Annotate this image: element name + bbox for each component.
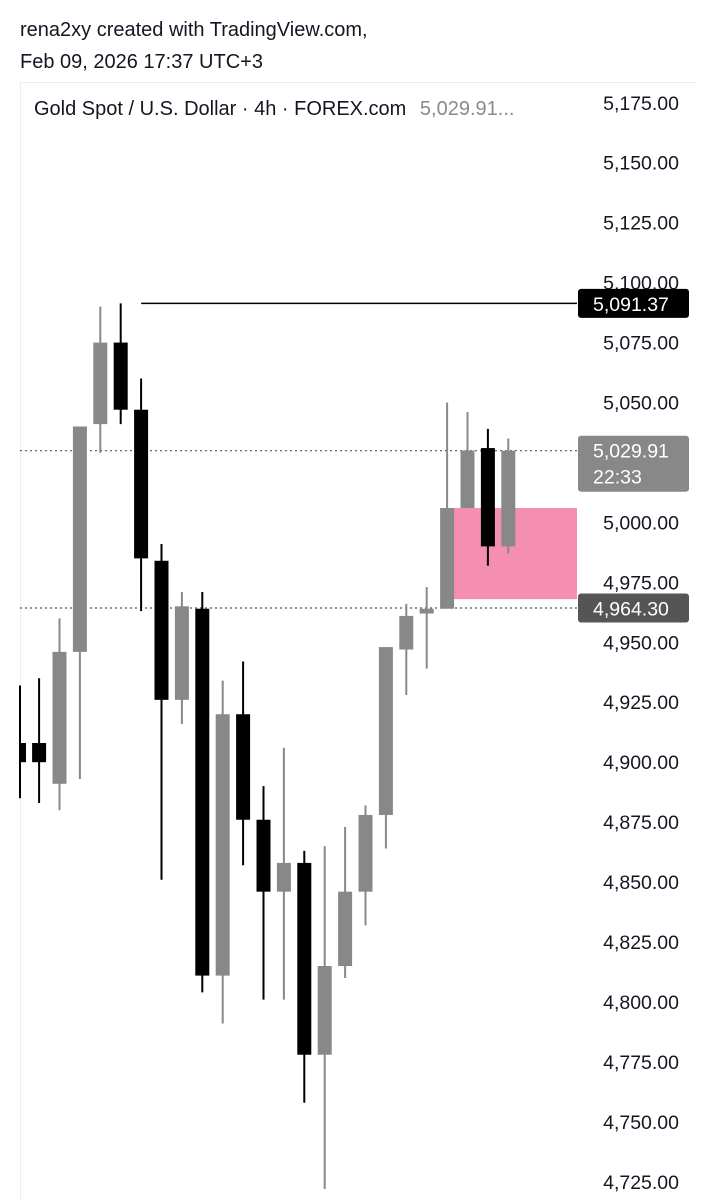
candle-body [419,608,434,614]
candle-body [276,862,291,892]
candle-2 [52,618,67,811]
y-tick-label: 4,900.00 [603,752,679,774]
candle-19 [399,603,414,696]
price-tag-support: 4,964.30 [578,593,689,623]
candle-body [460,450,475,509]
candle-15 [317,846,332,1190]
candle-body [52,651,67,784]
y-tick-label: 4,950.00 [603,632,679,654]
candle-body [195,608,210,976]
attribution: rena2xy created with TradingView.com, Fe… [20,14,368,78]
candle-body [358,814,373,892]
candle-body [399,615,414,650]
candle-7 [154,543,169,880]
candle-body [440,508,455,609]
candle-10 [215,680,230,1024]
y-tick-label: 4,850.00 [603,872,679,894]
candle-body [215,714,230,976]
price-tag-swing-high: 5,091.37 [578,288,689,318]
candle-22 [460,412,475,509]
y-tick-label: 5,150.00 [603,153,679,175]
candle-body [72,426,87,652]
candle-body [338,891,353,967]
y-tick-label: 4,800.00 [603,992,679,1014]
price-tag-value: 5,029.91 [593,441,669,463]
candle-21 [440,402,455,609]
candle-body [501,450,516,547]
price-tag-value: 5,091.37 [593,294,669,316]
symbol-last-price: 5,029.91... [419,98,515,120]
candle-body [113,342,128,410]
candle-9 [195,591,210,993]
candle-body [480,448,495,547]
y-tick-label: 4,725.00 [603,1172,679,1194]
candle-24 [501,438,516,554]
price-tags-layer: 5,091.37 5,029.91 22:33 4,964.30 [578,288,689,623]
y-tick-label: 5,175.00 [603,93,679,115]
price-axis[interactable]: 5,175.005,150.005,125.005,100.005,075.00… [603,93,679,1194]
candle-18 [378,647,393,849]
chart-frame [20,82,697,1200]
candle-body [134,409,149,559]
candle-16 [338,826,353,978]
candle-body [154,560,169,700]
candle-partial-left [19,685,26,799]
y-tick-label: 5,125.00 [603,213,679,235]
candle-13 [276,747,291,1000]
candle-12 [256,786,271,1000]
y-tick-label: 4,775.00 [603,1052,679,1074]
y-tick-label: 4,750.00 [603,1112,679,1134]
y-tick-label: 4,975.00 [603,572,679,594]
levels-layer [20,302,577,609]
candle-body [93,342,108,425]
candle-14 [297,850,312,1103]
candle-5 [113,303,128,425]
candle-20 [419,587,434,669]
candle-4 [93,306,108,453]
candle-17 [358,805,373,926]
attribution-line-1: rena2xy created with TradingView.com, [20,19,368,41]
candle-body [297,862,312,1055]
candle-body [378,647,393,815]
price-tag-value: 4,964.30 [593,599,669,621]
price-tag-countdown: 22:33 [593,467,642,489]
y-tick-label: 4,925.00 [603,692,679,714]
candle-6 [134,378,149,612]
candle-1 [32,678,47,803]
symbol-legend[interactable]: Gold Spot / U.S. Dollar · 4h · FOREX.com… [34,98,514,121]
candle-11 [236,661,251,866]
candle-body [256,819,271,892]
candles-layer [19,303,516,1190]
y-tick-label: 4,825.00 [603,932,679,954]
candle-3 [72,426,87,779]
candle-8 [174,591,189,724]
attribution-line-2: Feb 09, 2026 17:37 UTC+3 [20,51,263,73]
candle-body [174,606,189,700]
price-tag-last-price: 5,029.91 22:33 [578,435,689,492]
candle-23 [480,428,495,566]
y-tick-label: 5,075.00 [603,333,679,355]
candle-body [32,743,47,763]
y-tick-label: 5,000.00 [603,512,679,534]
candle-body [236,714,251,820]
y-tick-label: 4,875.00 [603,812,679,834]
candle-body [317,966,332,1055]
y-tick-label: 5,050.00 [603,393,679,415]
symbol-title: Gold Spot / U.S. Dollar · 4h · FOREX.com [34,98,407,120]
